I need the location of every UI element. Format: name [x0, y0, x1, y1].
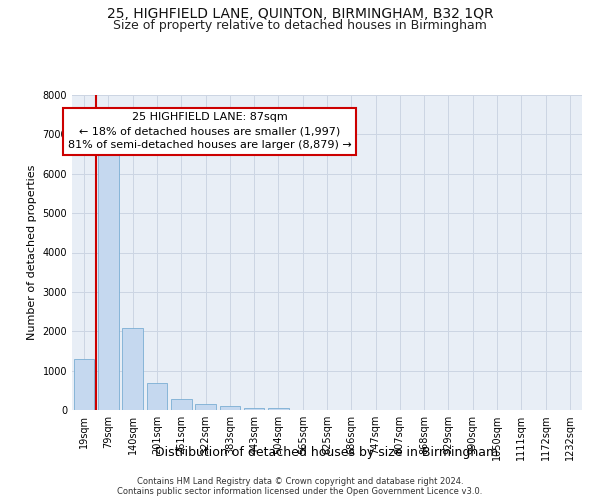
Bar: [220, 406, 240, 410]
Bar: [268, 408, 289, 410]
Text: Distribution of detached houses by size in Birmingham: Distribution of detached houses by size …: [155, 446, 499, 459]
Text: Size of property relative to detached houses in Birmingham: Size of property relative to detached ho…: [113, 19, 487, 32]
Text: Contains HM Land Registry data © Crown copyright and database right 2024.: Contains HM Land Registry data © Crown c…: [137, 476, 463, 486]
Bar: [98, 151, 119, 410]
Text: Contains public sector information licensed under the Open Government Licence v3: Contains public sector information licen…: [118, 486, 482, 496]
Text: 25, HIGHFIELD LANE, QUINTON, BIRMINGHAM, B32 1QR: 25, HIGHFIELD LANE, QUINTON, BIRMINGHAM,…: [107, 8, 493, 22]
Bar: [171, 399, 191, 410]
Bar: [146, 383, 167, 410]
Text: 25 HIGHFIELD LANE: 87sqm
← 18% of detached houses are smaller (1,997)
81% of sem: 25 HIGHFIELD LANE: 87sqm ← 18% of detach…: [68, 112, 352, 150]
Bar: [74, 359, 94, 410]
Bar: [195, 404, 216, 410]
Y-axis label: Number of detached properties: Number of detached properties: [27, 165, 37, 340]
Bar: [244, 408, 265, 410]
Bar: [122, 328, 143, 410]
